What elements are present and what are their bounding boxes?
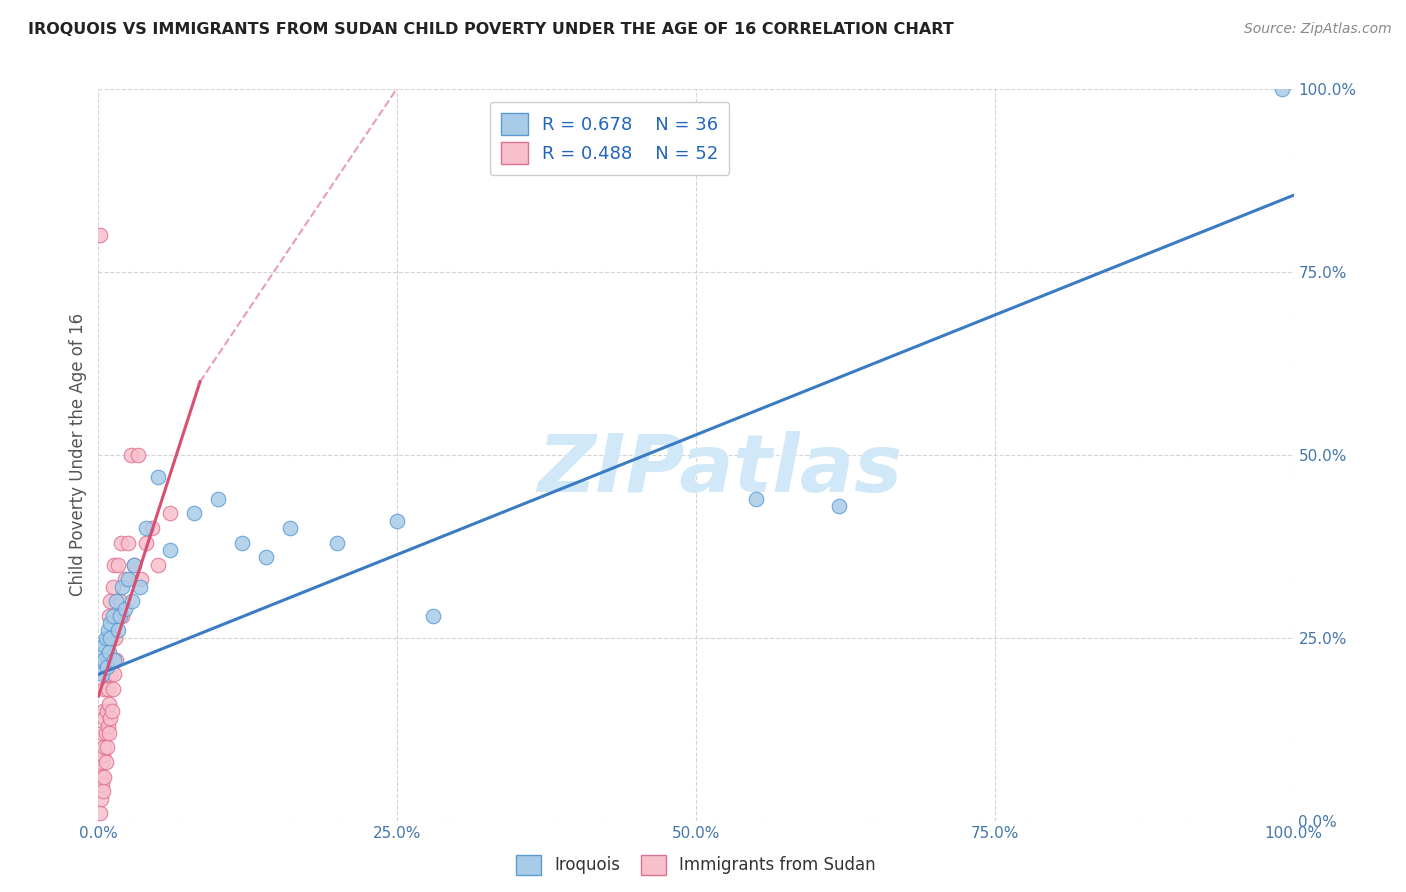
Point bbox=[91, 653, 114, 667]
Point bbox=[105, 653, 128, 667]
Point bbox=[97, 631, 120, 645]
Point bbox=[107, 558, 129, 572]
Point bbox=[207, 491, 229, 506]
Point bbox=[91, 704, 114, 718]
Point bbox=[96, 740, 118, 755]
Point bbox=[94, 755, 117, 769]
Point bbox=[103, 558, 125, 572]
Point bbox=[91, 667, 114, 681]
Point bbox=[91, 777, 114, 791]
Point bbox=[111, 608, 134, 623]
Point bbox=[97, 624, 120, 638]
Point bbox=[94, 667, 117, 681]
Point bbox=[148, 470, 170, 484]
Point bbox=[111, 580, 134, 594]
Point bbox=[108, 608, 131, 623]
Point bbox=[91, 645, 114, 659]
Point bbox=[91, 726, 114, 740]
Point bbox=[101, 580, 124, 594]
Point bbox=[326, 535, 349, 549]
Point bbox=[93, 740, 115, 755]
Point bbox=[98, 667, 122, 681]
Point bbox=[105, 594, 128, 608]
Point bbox=[231, 535, 253, 549]
Point bbox=[89, 806, 111, 821]
Point bbox=[1271, 82, 1294, 96]
Point bbox=[110, 535, 132, 549]
Point bbox=[98, 616, 122, 631]
Point bbox=[117, 535, 139, 549]
Point bbox=[422, 608, 444, 623]
Point bbox=[254, 550, 277, 565]
Point bbox=[124, 558, 146, 572]
Point bbox=[385, 514, 409, 528]
Point bbox=[114, 601, 136, 615]
Point bbox=[104, 631, 127, 645]
Point bbox=[100, 653, 122, 667]
Text: Source: ZipAtlas.com: Source: ZipAtlas.com bbox=[1244, 22, 1392, 37]
Point bbox=[107, 608, 129, 623]
Point bbox=[98, 697, 121, 711]
Point bbox=[98, 726, 121, 740]
Point bbox=[98, 594, 122, 608]
Point bbox=[96, 660, 118, 674]
Point bbox=[94, 631, 117, 645]
Point bbox=[91, 747, 114, 762]
Point bbox=[278, 521, 301, 535]
Point bbox=[124, 558, 146, 572]
Point bbox=[108, 594, 131, 608]
Point bbox=[93, 681, 115, 696]
Point bbox=[103, 653, 125, 667]
Point bbox=[141, 521, 163, 535]
Point bbox=[129, 580, 152, 594]
Point bbox=[98, 631, 122, 645]
Point bbox=[183, 507, 205, 521]
Point bbox=[135, 521, 157, 535]
Point bbox=[828, 499, 851, 513]
Text: IROQUOIS VS IMMIGRANTS FROM SUDAN CHILD POVERTY UNDER THE AGE OF 16 CORRELATION : IROQUOIS VS IMMIGRANTS FROM SUDAN CHILD … bbox=[28, 22, 953, 37]
Point bbox=[96, 704, 118, 718]
Point bbox=[127, 448, 149, 462]
Point bbox=[90, 791, 112, 805]
Point bbox=[94, 726, 117, 740]
Point bbox=[159, 543, 181, 558]
Point bbox=[101, 608, 124, 623]
Y-axis label: Child Poverty Under the Age of 16: Child Poverty Under the Age of 16 bbox=[69, 313, 87, 597]
Point bbox=[98, 711, 122, 725]
Point bbox=[91, 784, 114, 798]
Point bbox=[100, 704, 122, 718]
Point bbox=[120, 448, 142, 462]
Point bbox=[745, 491, 768, 506]
Text: ZIPatlas: ZIPatlas bbox=[537, 431, 903, 508]
Point bbox=[148, 558, 170, 572]
Point bbox=[107, 624, 129, 638]
Point bbox=[93, 638, 115, 652]
Point bbox=[96, 653, 118, 667]
Point bbox=[103, 667, 125, 681]
Point bbox=[98, 645, 121, 659]
Point bbox=[114, 572, 136, 586]
Point bbox=[98, 608, 121, 623]
Point bbox=[97, 681, 120, 696]
Point bbox=[93, 711, 115, 725]
Point bbox=[89, 228, 111, 243]
Point bbox=[121, 594, 143, 608]
Point bbox=[131, 572, 153, 586]
Point bbox=[93, 770, 115, 784]
Point bbox=[101, 681, 124, 696]
Legend: Iroquois, Immigrants from Sudan: Iroquois, Immigrants from Sudan bbox=[509, 848, 883, 882]
Point bbox=[91, 755, 114, 769]
Point bbox=[135, 535, 157, 549]
Point bbox=[159, 507, 181, 521]
Point bbox=[117, 572, 139, 586]
Point bbox=[93, 653, 115, 667]
Point bbox=[97, 718, 120, 732]
Point bbox=[90, 770, 112, 784]
